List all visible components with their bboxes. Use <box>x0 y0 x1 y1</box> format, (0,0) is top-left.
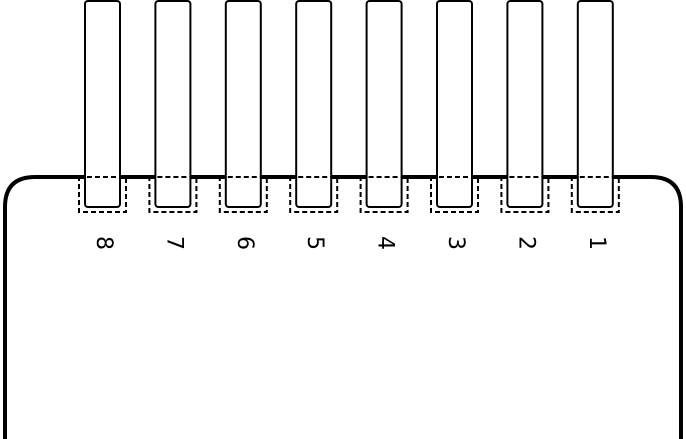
pin-label-7: 7 <box>161 236 186 250</box>
pin-socket-outline <box>78 176 127 213</box>
pin-6 <box>218 0 268 213</box>
pin-label-3: 3 <box>443 236 468 250</box>
pin-socket-outline <box>148 176 198 213</box>
pin-label-2: 2 <box>513 236 538 250</box>
pin-4 <box>359 0 409 213</box>
pin-label-1: 1 <box>584 236 609 250</box>
pin-socket-outline <box>570 176 620 213</box>
pin-labels-layer: 8 7 6 5 4 3 2 1 <box>91 236 609 250</box>
pin-label-5: 5 <box>302 236 327 250</box>
pin-socket-outline <box>500 176 550 213</box>
pin-label-6: 6 <box>232 236 257 250</box>
pin-3 <box>430 0 479 213</box>
pin-5 <box>289 0 339 213</box>
pin-socket-outline <box>430 176 479 213</box>
pin-socket-outline <box>359 176 409 213</box>
pin-label-4: 4 <box>373 236 398 250</box>
pin-1 <box>570 0 620 213</box>
pin-socket-outline <box>218 176 268 213</box>
pin-socket-outline <box>289 176 339 213</box>
pin-7 <box>148 0 198 213</box>
pin-label-8: 8 <box>91 236 116 250</box>
connector-body-outline <box>3 175 683 439</box>
pins-layer <box>78 0 620 213</box>
pin-2 <box>500 0 550 213</box>
pin-8 <box>78 0 127 213</box>
